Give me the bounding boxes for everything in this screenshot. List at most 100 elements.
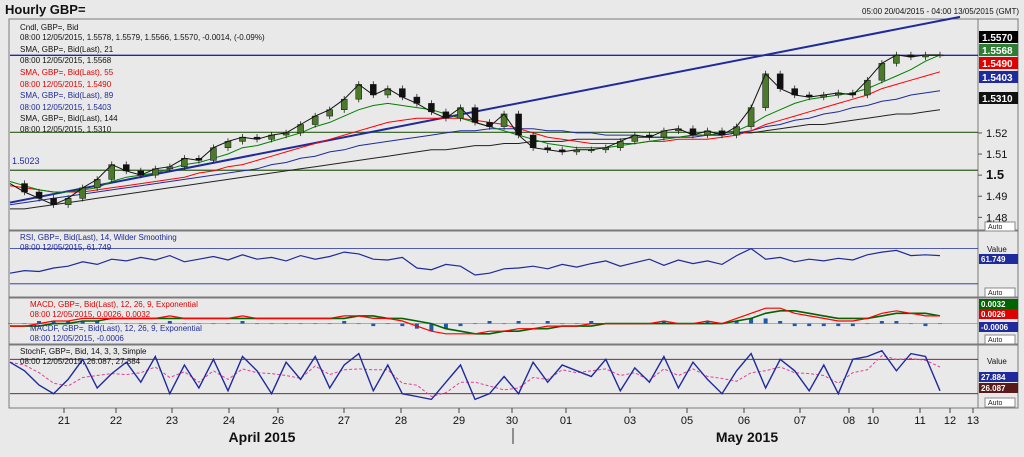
legend-sma55-name: SMA, GBP=, Bid(Last), 55 — [20, 68, 114, 77]
macd-hist-bar — [763, 318, 768, 324]
macd-hist-bar — [531, 323, 536, 325]
legend-sma21-detail: 08:00 12/05/2015, 1.5568 — [20, 56, 112, 65]
legend-sma89-name: SMA, GBP=, Bid(Last), 89 — [20, 91, 114, 100]
macd-hist-bar — [66, 321, 71, 324]
trendline — [9, 15, 961, 204]
macd-hist-bar — [661, 321, 666, 324]
chart-title: Hourly GBP= — [5, 2, 86, 17]
price-y-label-0: 1.52 — [986, 128, 1007, 140]
x-tick-label-14: 08 — [843, 415, 855, 427]
macd-tag-macd-bg — [979, 309, 1018, 319]
macd-hist-bar — [574, 323, 579, 325]
macd-hist-bar — [371, 323, 376, 327]
level-label: 1.5023 — [12, 156, 40, 166]
macd-hist-bar — [749, 318, 754, 324]
macd-hist-bar — [327, 323, 332, 325]
legend-candle-name: Cndl, GBP=, Bid — [20, 23, 78, 32]
x-tick-label-7: 29 — [453, 415, 465, 427]
x-tick-label-16: 11 — [914, 415, 925, 427]
rsi-auto-label: Auto — [988, 290, 1003, 297]
x-tick-label-2: 23 — [166, 415, 178, 427]
date-range: 05:00 20/04/2015 - 04:00 13/05/2015 (GMT… — [862, 7, 1019, 16]
macd-tag-hist: -0.0006 — [981, 323, 1009, 332]
macd-hist-bar — [850, 323, 855, 327]
macd-hist-bar — [22, 323, 27, 325]
macd-hist-bar — [8, 323, 12, 325]
stoch-d-line — [9, 354, 941, 398]
month-label-april: April 2015 — [229, 429, 296, 445]
macd-hist-bar — [356, 323, 361, 325]
macd-hist-bar — [879, 321, 884, 324]
tag-sma21: 1.5568 — [982, 46, 1013, 57]
macd-hist-bar — [443, 323, 448, 329]
macd-hist-bar — [792, 323, 797, 327]
macd-hist-bar — [284, 323, 289, 325]
macd-hist-bar — [589, 321, 594, 324]
x-tick-label-0: 21 — [58, 415, 70, 427]
price-series-layer: 1.52 1.51 1.5 1.49 1.48 — [9, 15, 1007, 224]
rsi-value-header: Value — [987, 245, 1007, 254]
tag-sma144-bg — [979, 92, 1018, 104]
macd-tag-macd: 0.0026 — [981, 310, 1006, 319]
x-tick-label-5: 27 — [338, 415, 350, 427]
stoch-tag-k: 27.884 — [981, 373, 1006, 382]
macd-hist-bar — [37, 321, 42, 324]
x-tick-label-11: 05 — [681, 415, 693, 427]
macd-hist-bar — [908, 323, 913, 325]
macd-hist-bar — [836, 323, 841, 327]
x-tick-label-15: 10 — [867, 415, 879, 427]
stoch-legend-name: StochF, GBP=, Bid, 14, 3, 3, Simple — [20, 347, 147, 356]
axis-layer: 21 22 23 24 26 27 28 29 30 01 03 05 06 07 08 10 11 12 13 — [58, 408, 979, 427]
macd-hist-bar — [385, 323, 390, 325]
tag-close-bg — [979, 31, 1018, 43]
macd-tag-signal: 0.0032 — [981, 300, 1006, 309]
macd-hist-bar — [458, 323, 463, 327]
macdf-legend-detail: 08:00 12/05/2015, -0.0006 — [30, 334, 124, 343]
macd-hist-bar — [225, 323, 230, 325]
price-y-label-2: 1.5 — [986, 167, 1004, 182]
stoch-auto-button[interactable] — [984, 397, 1016, 408]
sma144-line — [10, 109, 941, 210]
macd-hist-bar — [153, 323, 158, 325]
stoch-tag-k-bg — [979, 372, 1018, 382]
macd-hist-bar — [923, 323, 928, 327]
stoch-value-header: Value — [987, 357, 1007, 366]
x-tick-label-6: 28 — [395, 415, 407, 427]
x-tick-label-12: 06 — [738, 415, 750, 427]
macd-hist-bar — [938, 323, 942, 325]
price-value-tags: 1.5570 1.5568 1.5490 1.5403 1.5310 Auto — [979, 31, 1018, 232]
macd-series-layer — [8, 307, 978, 335]
macd-auto-label: Auto — [988, 337, 1003, 344]
macd-hist-bar — [705, 321, 710, 324]
rsi-value-tag: 61.749 — [981, 255, 1006, 264]
macd-hist-bar — [167, 321, 172, 324]
macd-hist-bar — [182, 323, 187, 325]
macd-hist-bar — [502, 323, 507, 325]
macd-hist-bar — [313, 323, 318, 325]
x-tick-label-8: 30 — [506, 415, 518, 427]
legend-sma144-name: SMA, GBP=, Bid(Last), 144 — [20, 114, 118, 123]
price-auto-button[interactable] — [984, 221, 1016, 232]
rsi-legend: RSI, GBP=, Bid(Last), 14, Wilder Smoothi… — [20, 233, 1018, 298]
macd-hist-bar — [400, 323, 405, 327]
macd-hist-bar — [269, 323, 274, 325]
x-tick-label-18: 13 — [967, 415, 979, 427]
tag-close: 1.5570 — [982, 33, 1013, 44]
price-panel — [8, 18, 1019, 231]
macd-hist-bar — [80, 321, 85, 324]
rsi-auto-button[interactable] — [984, 287, 1016, 298]
macd-auto-button[interactable] — [984, 334, 1016, 345]
macd-hist-bar — [240, 321, 245, 324]
stoch-tag-d: 26.087 — [981, 384, 1006, 393]
macd-hist-bar — [778, 321, 783, 324]
tag-sma89: 1.5403 — [982, 73, 1013, 84]
price-y-label-1: 1.51 — [986, 149, 1007, 161]
macd-hist-bar — [211, 323, 216, 325]
stoch-k-line — [9, 349, 941, 401]
macd-hist-bar — [95, 321, 100, 324]
price-auto-label: Auto — [988, 224, 1003, 231]
price-y-label-4: 1.48 — [986, 212, 1007, 224]
macd-legend: MACD, GBP=, Bid(Last), 12, 26, 9, Expone… — [30, 299, 1018, 345]
